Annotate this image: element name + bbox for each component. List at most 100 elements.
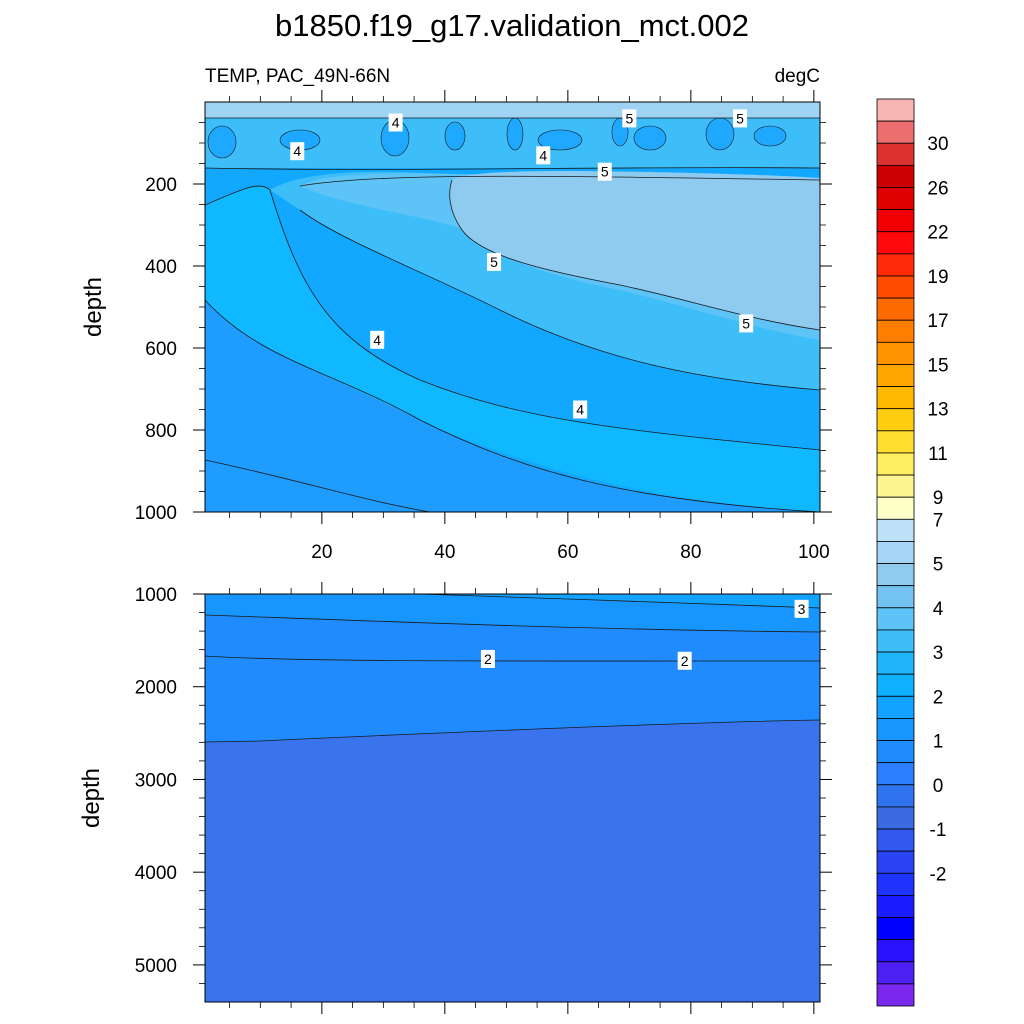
colorbar: 30 26 22 19 17 15 13 11 97 5 4 3 2 1 0 -1 -2	[876, 98, 949, 1007]
colorbar-label: 19	[927, 267, 948, 288]
colorbar-box	[876, 297, 915, 321]
contour-label-box	[573, 400, 588, 419]
y-tick-label: 1000	[135, 585, 177, 606]
colorbar-box	[876, 253, 915, 277]
colorbar-label: 26	[927, 178, 948, 199]
lower-panel: 3 2 2 1000 2000 3000 4000 5000 depth	[78, 582, 832, 1014]
contour-label-text: 5	[742, 315, 750, 331]
contour-label-text: 5	[625, 110, 633, 126]
colorbar-box	[876, 673, 915, 697]
contour-label: 3	[794, 599, 809, 618]
colorbar-label: 15	[927, 355, 948, 376]
y-tick-label: 2000	[135, 678, 177, 699]
contour-label-text: 4	[576, 402, 584, 418]
contour-label-text: 2	[484, 651, 492, 667]
colorbar-box	[876, 585, 915, 609]
lower-ticks: 1000 2000 3000 4000 5000	[135, 582, 832, 1014]
contour-label: 4	[290, 142, 305, 161]
colorbar-label: 4	[933, 599, 944, 620]
upper-mixed-blotch	[506, 117, 524, 151]
contour-label-box	[487, 252, 502, 271]
colorbar-box	[876, 231, 915, 255]
y-tick-label: 200	[145, 175, 177, 196]
colorbar-box	[876, 563, 915, 587]
colorbar-box	[876, 872, 915, 896]
y-tick-label: 400	[145, 257, 177, 278]
colorbar-box	[876, 983, 915, 1007]
x-tick-label: 60	[557, 542, 578, 563]
variable-region-label: TEMP, PAC_49N-66N	[205, 66, 390, 87]
contour-label-text: 4	[539, 147, 547, 163]
colorbar-label: -2	[930, 864, 947, 885]
contour-label-text: 4	[392, 115, 400, 131]
colorbar-label: 13	[927, 400, 948, 421]
lower-contour-fill	[205, 594, 820, 1002]
x-tick-label: 100	[798, 542, 830, 563]
contour-label-box	[480, 649, 495, 668]
lower-three-band	[205, 594, 820, 632]
colorbar-box	[876, 452, 915, 476]
colorbar-box	[876, 341, 915, 365]
contour-label: 4	[370, 330, 385, 349]
contour-label-box	[597, 162, 612, 181]
upper-contour-line	[204, 185, 821, 451]
colorbar-label: 17	[927, 311, 948, 332]
contour-label-text: 5	[601, 164, 609, 180]
colorbar-box	[876, 164, 915, 188]
x-tick-label: 20	[311, 542, 332, 563]
colorbar-box	[876, 98, 915, 122]
colorbar-box	[876, 629, 915, 653]
x-tick-label: 40	[434, 542, 455, 563]
contour-label: 5	[487, 252, 502, 271]
colorbar-box	[876, 917, 915, 941]
upper-mixed-blotch	[633, 125, 667, 151]
colorbar-box	[876, 408, 915, 432]
contour-label: 5	[739, 314, 754, 333]
colorbar-box	[876, 607, 915, 631]
contour-label: 5	[622, 109, 637, 128]
upper-mixed-blotch	[207, 125, 237, 159]
colorbar-box	[876, 695, 915, 719]
upper-contour-line	[299, 175, 821, 187]
colorbar-box	[876, 961, 915, 985]
colorbar-label: 1	[933, 732, 944, 753]
upper-contour-line	[204, 167, 821, 170]
contour-label-text: 5	[490, 254, 498, 270]
contour-label: 5	[597, 162, 612, 181]
upper-contour-line	[449, 179, 463, 231]
contour-label-box	[677, 651, 692, 670]
colorbar-label: 5	[933, 555, 944, 576]
y-tick-label: 4000	[135, 863, 177, 884]
contour-label-box	[733, 109, 748, 128]
lower-contour-labels: 3 2 2	[480, 599, 809, 670]
colorbar-box	[876, 762, 915, 786]
y-tick-label: 3000	[135, 770, 177, 791]
colorbar-box	[876, 518, 915, 542]
contour-label: 2	[677, 651, 692, 670]
upper-deep-band	[205, 300, 820, 512]
contour-label-box	[794, 599, 809, 618]
colorbar-box	[876, 187, 915, 211]
colorbar-box	[876, 430, 915, 454]
contour-label-box	[388, 113, 403, 132]
upper-ylabel: depth	[80, 277, 107, 337]
y-tick-label: 5000	[135, 956, 177, 977]
contour-label: 4	[536, 146, 551, 165]
x-tick-label: 80	[680, 542, 701, 563]
colorbar-box	[876, 740, 915, 764]
contour-label-box	[739, 314, 754, 333]
colorbar-box	[876, 939, 915, 963]
colorbar-box	[876, 718, 915, 741]
colorbar-label: 3	[933, 643, 944, 664]
contour-label: 4	[388, 113, 403, 132]
colorbar-label: 0	[933, 776, 944, 797]
figure-title: b1850.f19_g17.validation_mct.002	[275, 8, 749, 43]
lower-contour-line	[204, 655, 821, 662]
colorbar-label: 7	[933, 510, 944, 531]
colorbar-box	[876, 474, 915, 498]
colorbar-label: 2	[933, 687, 944, 708]
colorbar-box	[876, 275, 915, 299]
upper-contour-line	[461, 229, 821, 331]
units-label: degC	[775, 66, 820, 87]
colorbar-label: 22	[927, 223, 948, 244]
